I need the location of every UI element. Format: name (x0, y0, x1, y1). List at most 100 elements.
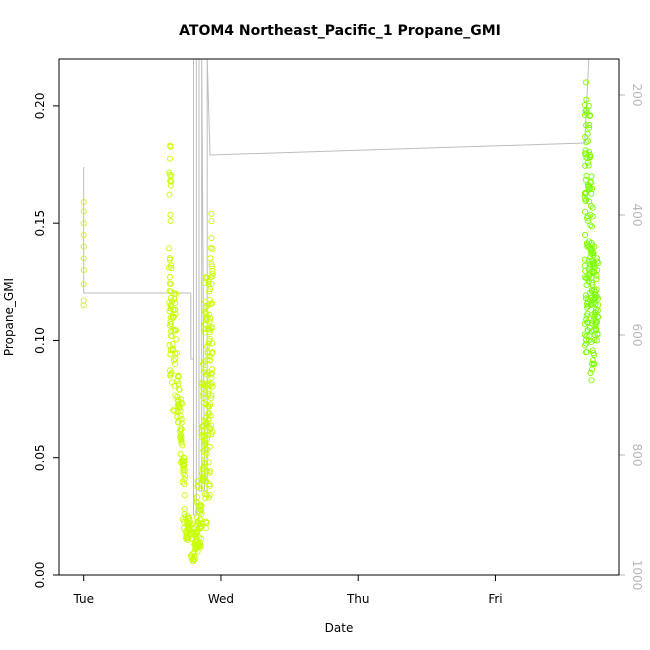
data-point (80, 297, 87, 304)
data-point (167, 211, 174, 218)
data-point (177, 435, 184, 442)
data-point (593, 272, 600, 279)
data-point (171, 290, 178, 297)
data-point (209, 340, 216, 347)
data-point (584, 130, 591, 137)
data-point (591, 243, 598, 250)
data-point (593, 255, 601, 262)
x-tick-label: Tue (72, 592, 94, 606)
data-point (170, 327, 177, 334)
data-point (170, 357, 177, 364)
data-point (198, 503, 205, 510)
data-point (167, 182, 174, 189)
data-point (589, 252, 597, 259)
data-point (587, 301, 594, 309)
data-point (202, 446, 209, 453)
data-point (588, 366, 596, 373)
plot-frame (58, 58, 620, 576)
data-point (80, 199, 87, 206)
data-point (590, 259, 598, 266)
data-point (166, 322, 174, 329)
data-point (168, 298, 176, 305)
y2-tick-label: 200 (630, 84, 644, 107)
data-point (588, 190, 595, 197)
data-point (80, 281, 87, 288)
data-point (585, 102, 592, 109)
data-point (583, 96, 590, 103)
data-point (208, 395, 215, 402)
data-point (190, 525, 197, 532)
data-point (202, 279, 209, 287)
data-point (582, 147, 589, 154)
data-point (207, 244, 214, 252)
x-tick-label: Wed (208, 592, 234, 606)
data-point (590, 262, 597, 270)
data-point (208, 323, 215, 331)
data-point (166, 274, 174, 281)
data-point (587, 211, 594, 218)
data-point (591, 314, 598, 321)
data-point (208, 218, 215, 225)
data-point (583, 349, 590, 356)
data-point (198, 433, 205, 441)
data-point (581, 342, 588, 349)
axes-layer: Tue Wed Thu Fri 0.00 0.05 0.10 0.15 0.20 200 400 60… (33, 84, 644, 606)
data-point (189, 550, 196, 557)
data-point (208, 280, 215, 287)
data-point (207, 315, 214, 322)
x-axis-label: Date (325, 621, 354, 635)
data-point (205, 409, 213, 416)
data-point (179, 442, 186, 449)
data-point (171, 306, 178, 314)
data-point (582, 232, 589, 239)
data-point (205, 494, 212, 501)
data-point (593, 286, 600, 293)
data-point (204, 356, 211, 363)
data-point (208, 350, 216, 357)
data-point (208, 392, 215, 399)
data-point (181, 458, 188, 465)
data-point (194, 548, 201, 555)
data-point (588, 338, 595, 345)
data-point (181, 475, 188, 483)
data-point (177, 428, 184, 435)
data-point (208, 422, 215, 429)
y-tick-label: 0.05 (33, 444, 47, 471)
data-point (178, 419, 185, 426)
data-point (167, 177, 174, 184)
data-point (202, 525, 209, 532)
data-point (166, 255, 174, 262)
data-point (197, 543, 204, 550)
data-point (200, 478, 207, 485)
data-point (196, 539, 203, 547)
data-point (201, 321, 208, 328)
data-point (193, 529, 200, 536)
data-point (207, 401, 214, 408)
data-point (182, 513, 189, 520)
data-point (175, 419, 182, 426)
y-tick-label: 0.15 (33, 210, 47, 237)
data-point (208, 260, 215, 268)
data-point (588, 360, 595, 367)
data-point (206, 482, 213, 489)
data-point (207, 371, 214, 378)
data-point (582, 190, 589, 197)
data-point (208, 235, 215, 242)
data-point (588, 377, 595, 384)
y2-tick-label: 600 (630, 324, 644, 347)
y2-tick-label: 1000 (630, 560, 644, 591)
data-point (586, 124, 593, 131)
data-point (593, 337, 601, 344)
data-point (202, 325, 209, 333)
data-point (206, 443, 213, 450)
data-point (180, 461, 187, 468)
y-tick-label: 0.20 (33, 93, 47, 120)
data-point (594, 258, 601, 265)
data-point (209, 270, 216, 277)
data-point (181, 492, 188, 499)
data-point (184, 513, 192, 520)
data-point (197, 509, 204, 516)
data-point (589, 204, 596, 211)
